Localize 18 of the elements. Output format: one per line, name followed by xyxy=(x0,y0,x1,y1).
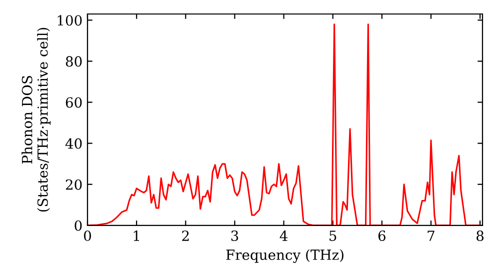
x-axis-title: Frequency (THz) xyxy=(226,249,344,263)
x-tick-label: 4 xyxy=(280,230,288,241)
x-tick-label: 2 xyxy=(182,230,189,241)
x-tick-label: 1 xyxy=(134,230,140,241)
x-tick-label: 7 xyxy=(428,230,434,241)
y-tick-label: 60 xyxy=(66,97,82,108)
y-tick-label: 40 xyxy=(65,138,82,149)
y-tick-label: 20 xyxy=(66,179,82,190)
x-tick-label: 8 xyxy=(476,230,484,242)
y-axis-title: Phonon DOS (States/THz·primitive cell) xyxy=(22,28,51,212)
line-series xyxy=(88,23,481,226)
y-tick-label: 80 xyxy=(66,56,82,67)
x-tick-label: 0 xyxy=(84,230,91,242)
y-tick-label: 0 xyxy=(74,220,82,231)
x-tick-label: 6 xyxy=(378,230,386,242)
x-tick-label: 3 xyxy=(231,230,238,242)
y-tick-label: 100 xyxy=(58,15,82,26)
x-tick-label: 5 xyxy=(330,230,336,242)
